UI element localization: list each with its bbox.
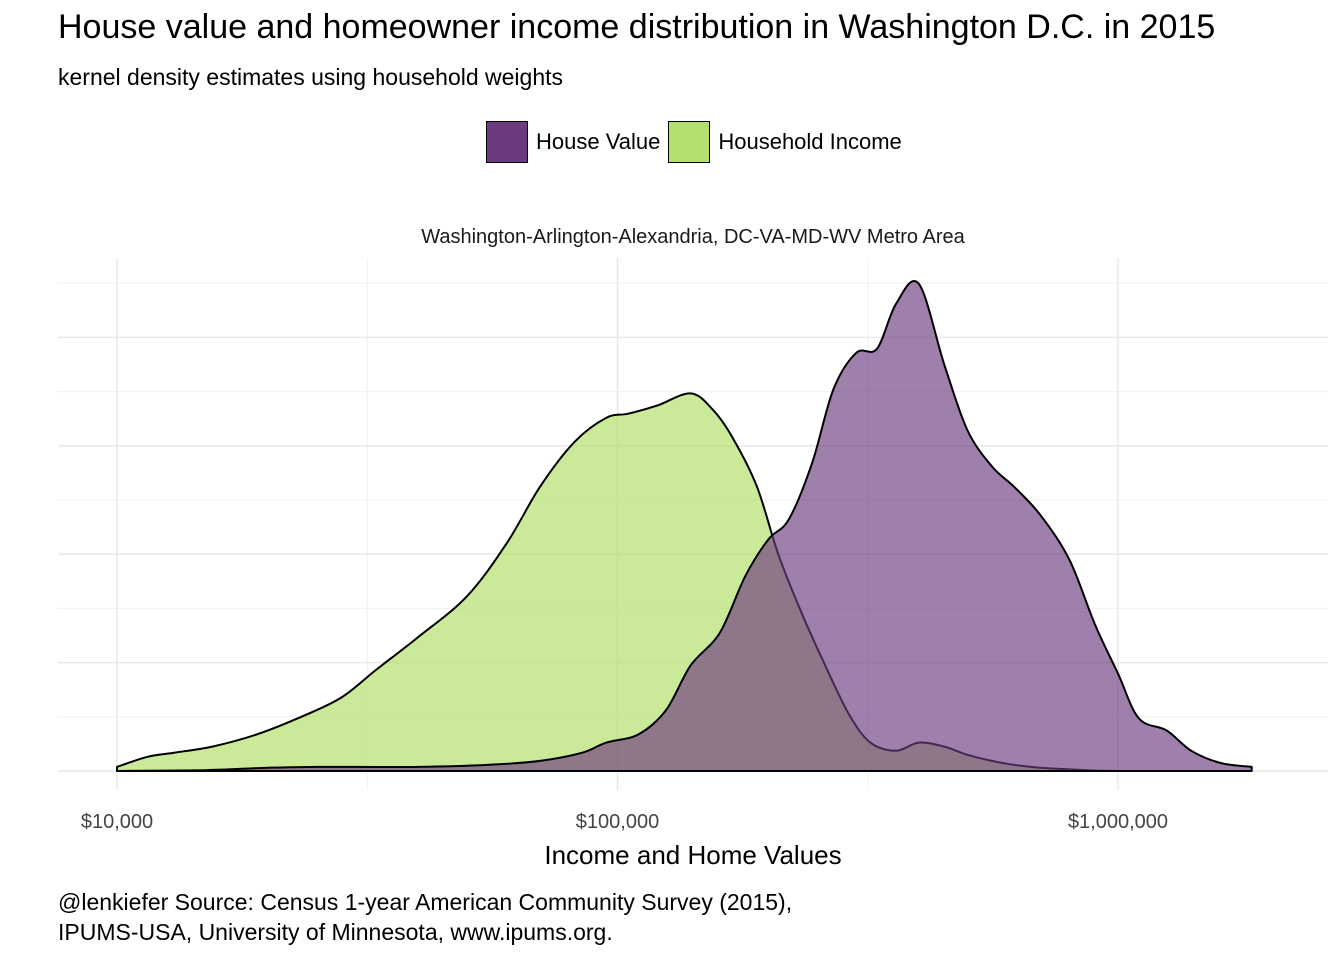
legend-label-house-value: House Value [536,129,661,154]
legend-swatch-house-value [486,121,528,163]
caption-line-2: IPUMS-USA, University of Minnesota, www.… [58,919,613,945]
caption-line-1: @lenkiefer Source: Census 1-year America… [58,889,793,915]
legend-item-house-value: House Value [486,121,660,163]
x-tick-label: $1,000,000 [1068,811,1168,833]
legend-label-household-income: Household Income [718,129,902,154]
legend: House Value Household Income [486,120,910,164]
chart-subtitle: kernel density estimates using household… [58,64,564,90]
caption: @lenkiefer Source: Census 1-year America… [58,887,792,947]
facet-label: Washington-Arlington-Alexandria, DC-VA-M… [421,226,965,248]
chart-title: House value and homeowner income distrib… [58,8,1216,46]
legend-item-household-income: Household Income [668,121,902,163]
x-axis-ticks: $10,000 $100,000 $1,000,000 [81,811,1168,833]
density-areas [116,280,1253,772]
x-tick-label: $100,000 [576,811,659,833]
x-axis-title: Income and Home Values [544,840,842,870]
house-value-area [116,280,1253,772]
legend-swatch-household-income [668,121,711,163]
x-tick-label: $10,000 [81,811,153,833]
